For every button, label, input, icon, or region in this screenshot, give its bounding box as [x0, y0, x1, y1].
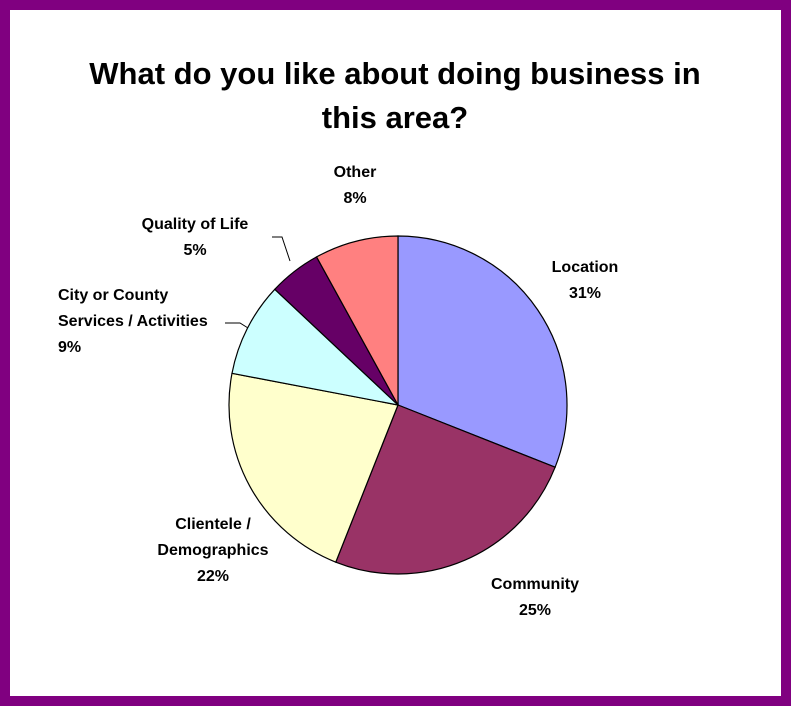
leader-line — [272, 236, 291, 262]
slice-label: Other 8% — [315, 160, 395, 212]
leader-line — [225, 322, 249, 329]
value-label: 8% — [343, 190, 367, 207]
slice-label: Location 31% — [530, 255, 640, 307]
value-label: 25% — [518, 602, 552, 619]
pie-slice — [228, 372, 399, 563]
value-label: 22% — [196, 568, 230, 585]
slice-label: Community 25% — [470, 572, 600, 624]
pie-area — [225, 235, 568, 575]
category-label: Quality of Life — [141, 216, 249, 233]
category-label: Other — [333, 164, 377, 181]
category-label: City or County Services / Activities — [58, 287, 208, 330]
category-label: Clientele / Demographics — [157, 516, 269, 559]
category-label: Community — [491, 576, 579, 593]
category-label: Location — [551, 259, 619, 276]
pie-slice — [231, 288, 400, 406]
pie-slice — [397, 235, 568, 468]
slice-label: City or County Services / Activities 9% — [58, 283, 228, 361]
chart-title: What do you like about doing business in… — [89, 56, 701, 135]
slice-label: Clientele / Demographics 22% — [138, 512, 288, 590]
value-label: 9% — [58, 339, 82, 356]
value-label: 31% — [568, 285, 602, 302]
pie-slice — [335, 404, 556, 575]
pie-slice — [315, 235, 399, 406]
slice-label: Quality of Life 5% — [115, 212, 275, 264]
value-label: 5% — [183, 242, 207, 259]
